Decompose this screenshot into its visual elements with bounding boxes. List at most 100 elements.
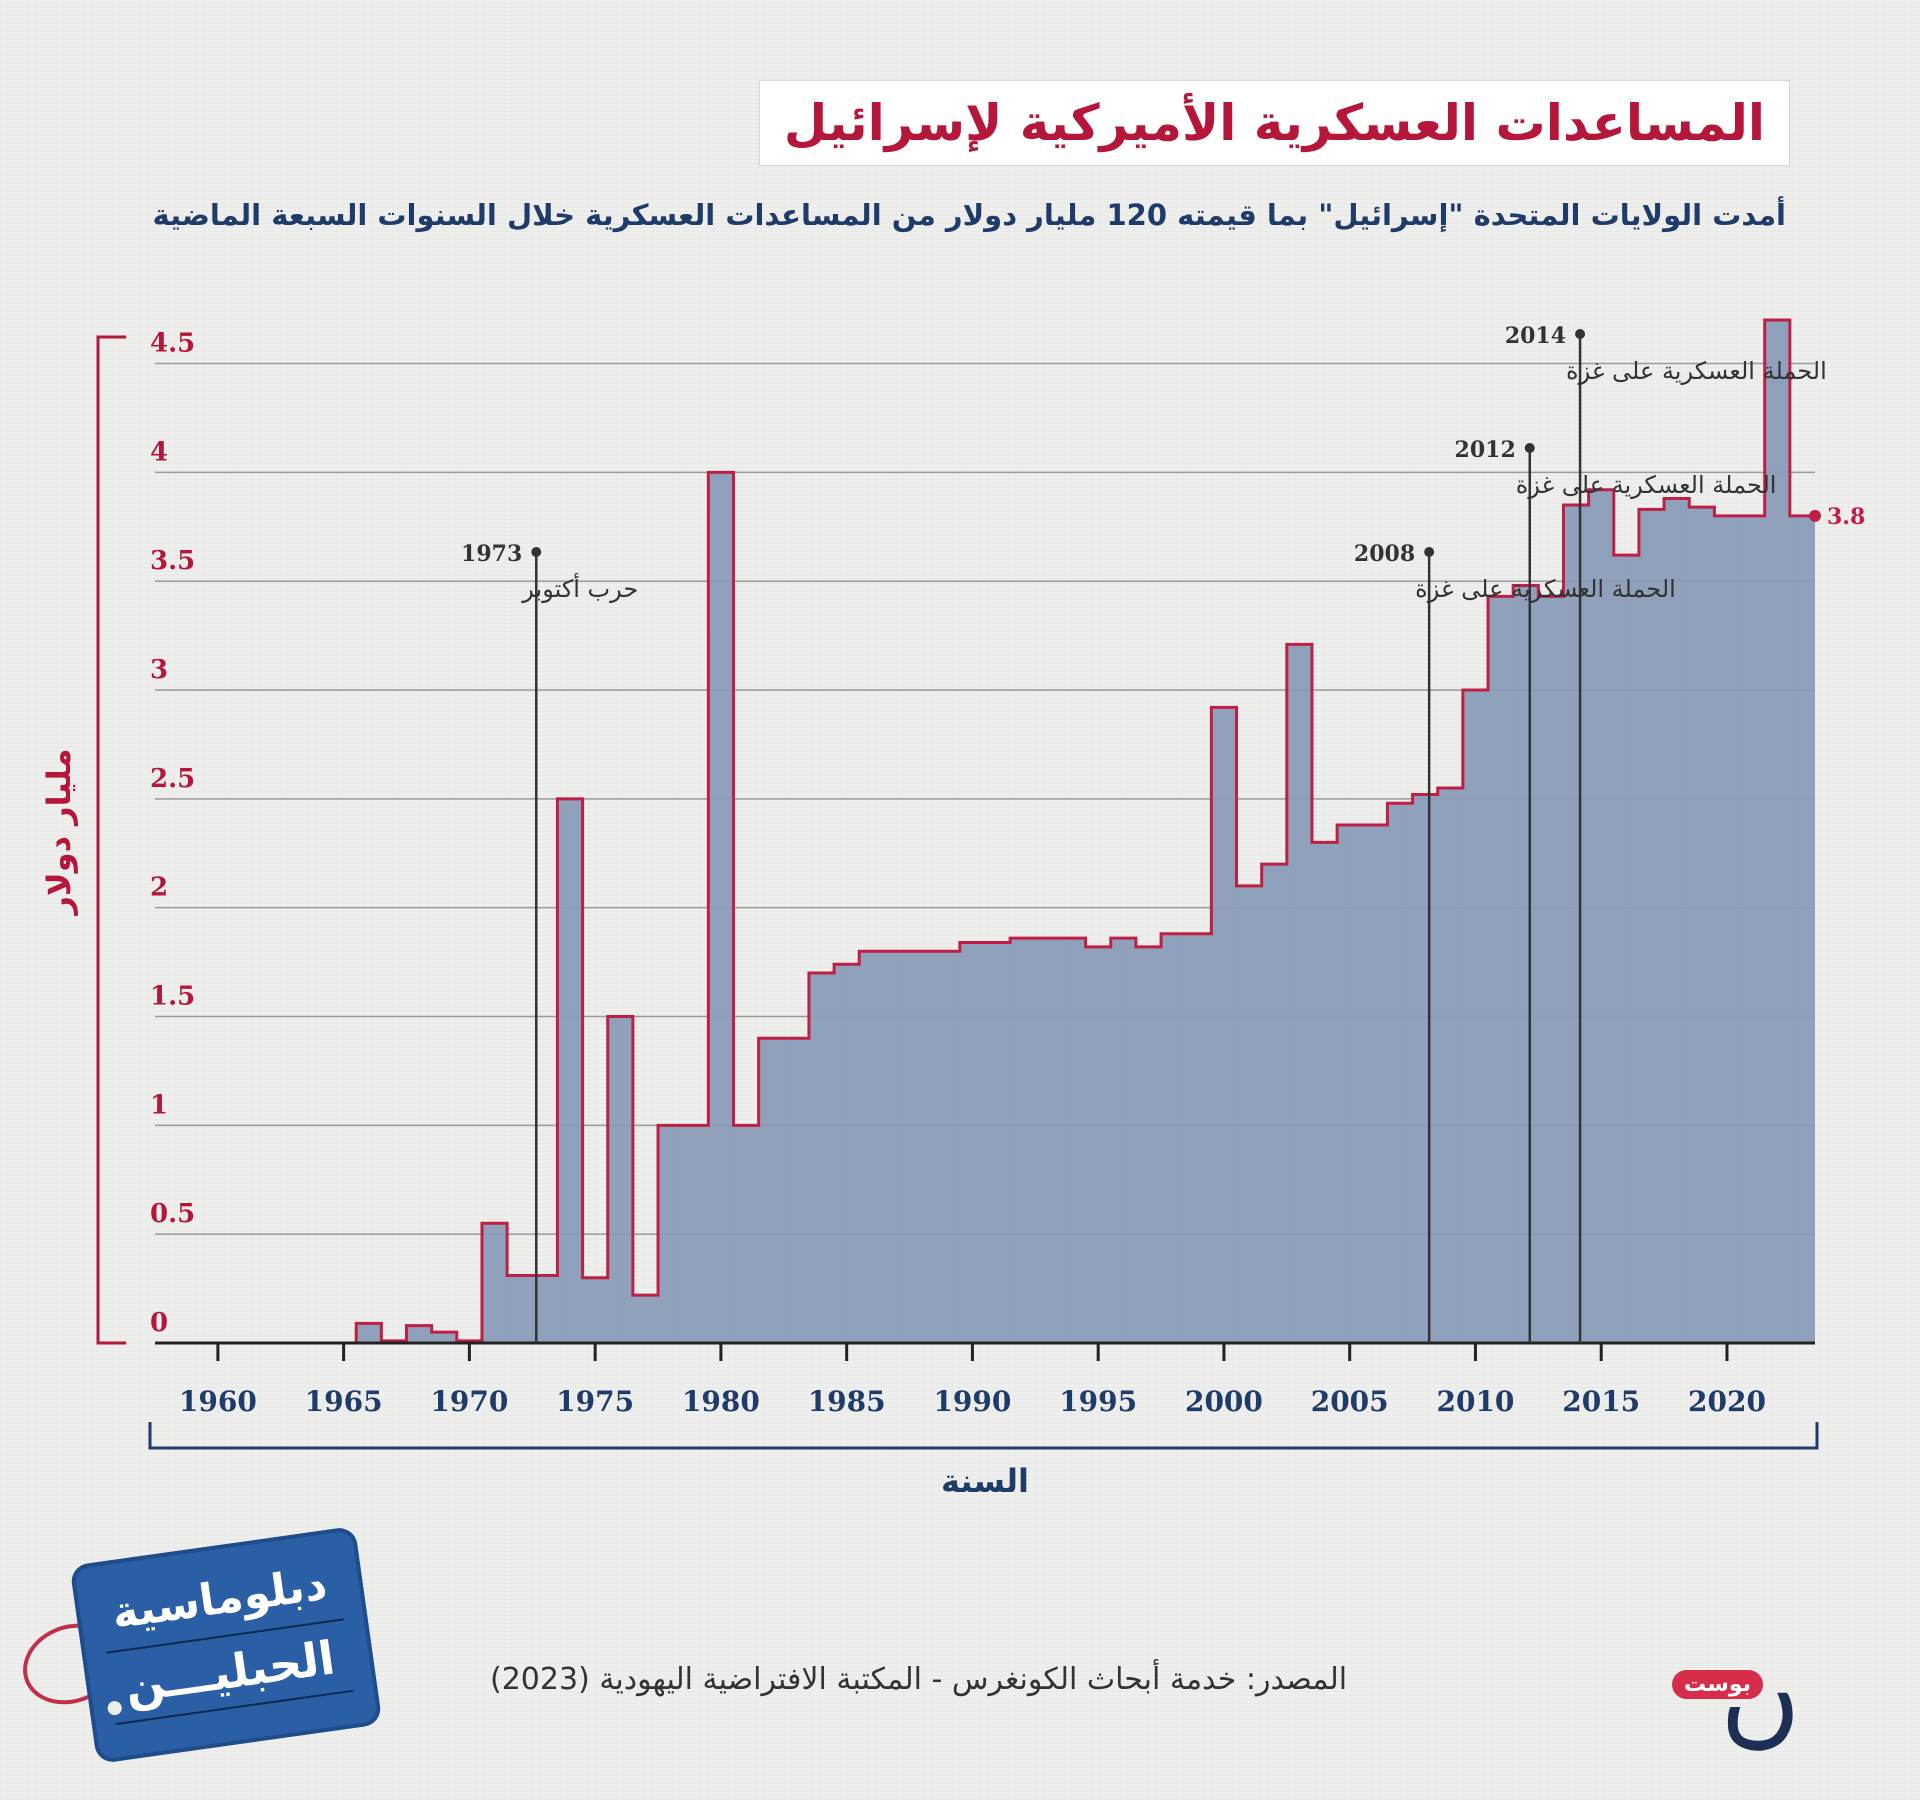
year-bar-1971 [482, 1223, 507, 1343]
step-line [205, 318, 1815, 1345]
year-bar-1984 [809, 973, 834, 1343]
year-bar-1974 [557, 799, 582, 1343]
y-tick-label: 2.5 [150, 764, 195, 794]
annotation-layer: 3.8 1973 حرب أكتوبر 2008 الحملة العسكرية على… [461, 323, 1865, 1343]
x-tick-label: 2020 [1688, 1385, 1766, 1418]
end-value-label: 3.8 [1827, 504, 1865, 530]
year-bar-1990 [960, 943, 985, 1343]
annotation-label-2012: الحملة العسكرية على غزة [1516, 471, 1777, 499]
y-tick-label: 3 [150, 655, 168, 685]
year-bar-2004 [1312, 842, 1337, 1343]
year-bar-1994 [1060, 938, 1085, 1343]
annotation-year-2014: 2014 [1505, 323, 1566, 349]
year-bar-2017 [1639, 509, 1664, 1343]
year-bar-1996 [1111, 938, 1136, 1343]
year-bar-1979 [683, 1125, 708, 1343]
y-tick-label: 2 [150, 873, 168, 903]
y-axis-label: مليار دولار [40, 748, 78, 916]
annotation-year-1973: 1973 [461, 541, 522, 567]
step-area-chart: 0 0.5 1 1.5 2 2.5 3 3.5 4 4.5 مليار دولار 1960 1965 1… [40, 318, 1865, 1500]
year-bar-1999 [1186, 934, 1211, 1343]
year-bar-1976 [608, 1017, 633, 1343]
brand-logo: ن بوست [1660, 1630, 1810, 1750]
x-tick-label: 1965 [305, 1385, 383, 1418]
y-tick-label: 1 [150, 1090, 168, 1120]
annotation-dot-1973 [531, 547, 542, 557]
year-bar-1969 [432, 1332, 457, 1343]
year-bar-2010 [1463, 690, 1488, 1343]
year-bar-2013 [1538, 596, 1563, 1343]
year-bar-2014 [1563, 505, 1588, 1343]
axis-layer: 0 0.5 1 1.5 2 2.5 3 3.5 4 4.5 مليار دولار 1960 1965 1… [40, 329, 1819, 1500]
x-tick-label: 2005 [1311, 1385, 1389, 1418]
year-bar-2012 [1513, 586, 1538, 1343]
brand-tag: دبلوماسية الحبليـــن [69, 1525, 383, 1765]
x-axis-bracket [148, 1422, 1819, 1450]
year-bar-2009 [1438, 788, 1463, 1343]
year-bar-1981 [733, 1125, 758, 1343]
x-tick-label: 2010 [1436, 1385, 1514, 1418]
year-bar-2006 [1362, 825, 1387, 1343]
year-bar-1995 [1086, 947, 1111, 1343]
year-bar-1975 [583, 1278, 608, 1343]
year-bar-1998 [1161, 934, 1186, 1343]
year-bar-2021 [1740, 516, 1765, 1343]
year-bar-2007 [1387, 803, 1412, 1343]
y-tick-label: 4 [150, 437, 168, 467]
y-tick-label: 4.5 [150, 329, 195, 359]
year-bar-1992 [1010, 938, 1035, 1343]
year-bar-2008 [1413, 794, 1438, 1343]
year-bar-1983 [784, 1038, 809, 1343]
year-bar-1972 [507, 1276, 532, 1343]
logo-badge: بوست [1672, 1670, 1763, 1699]
annotation-dot-2014 [1575, 329, 1586, 339]
y-tick-label: 0.5 [150, 1199, 195, 1229]
x-tick-label: 1990 [933, 1385, 1011, 1418]
chart-title-text: المساعدات العسكرية الأميركية لإسرائيل [783, 94, 1765, 152]
year-bar-2018 [1664, 498, 1689, 1343]
year-bar-1982 [759, 1038, 784, 1343]
x-tick-label: 1960 [179, 1385, 257, 1418]
chart-subtitle: أمدت الولايات المتحدة "إسرائيل" بما قيمت… [152, 198, 1786, 232]
year-bar-1980 [708, 472, 733, 1343]
year-bar-1993 [1035, 938, 1060, 1343]
year-bar-2001 [1237, 886, 1262, 1343]
chart-title: المساعدات العسكرية الأميركية لإسرائيل [758, 80, 1790, 166]
x-axis-label: السنة [941, 1462, 1029, 1500]
end-marker [1809, 509, 1821, 522]
y-tick-label: 1.5 [150, 982, 195, 1012]
year-bar-2011 [1488, 596, 1513, 1343]
annotation-dot-2012 [1524, 443, 1535, 453]
x-tick-label: 2000 [1185, 1385, 1263, 1418]
x-tick-label: 2015 [1562, 1385, 1640, 1418]
year-bar-1986 [859, 951, 884, 1343]
year-bar-1989 [935, 951, 960, 1343]
y-tick-label: 0 [150, 1308, 168, 1338]
y-axis-bracket [96, 335, 126, 1345]
annotation-dot-2008 [1424, 547, 1435, 557]
year-bar-2015 [1589, 490, 1614, 1343]
brand-tag-line2: الحبليـــن [121, 1630, 339, 1714]
annotation-label-1973: حرب أكتوبر [521, 573, 638, 603]
year-bar-1977 [633, 1295, 658, 1343]
year-bar-1987 [884, 951, 909, 1343]
year-bar-2023 [1790, 516, 1815, 1343]
year-bar-1966 [356, 1323, 381, 1343]
year-bar-2020 [1714, 516, 1739, 1343]
x-tick-label: 1995 [1059, 1385, 1137, 1418]
year-bar-2019 [1689, 507, 1714, 1343]
area-layer [205, 318, 1816, 1345]
year-bar-2002 [1262, 864, 1287, 1343]
annotation-year-2008: 2008 [1354, 541, 1415, 567]
source-note: المصدر: خدمة أبحاث الكونغرس - المكتبة ال… [490, 1662, 1348, 1697]
x-tick-label: 1975 [556, 1385, 634, 1418]
y-tick-label: 3.5 [150, 546, 195, 576]
year-bar-1997 [1136, 947, 1161, 1343]
year-bar-1968 [407, 1326, 432, 1343]
x-tick-label: 1980 [682, 1385, 760, 1418]
annotation-label-2014: الحملة العسكرية على غزة [1566, 357, 1827, 385]
x-tick-label: 1970 [430, 1385, 508, 1418]
x-tick-label: 1985 [808, 1385, 886, 1418]
year-bar-2000 [1211, 707, 1236, 1343]
annotation-year-2012: 2012 [1455, 437, 1516, 463]
